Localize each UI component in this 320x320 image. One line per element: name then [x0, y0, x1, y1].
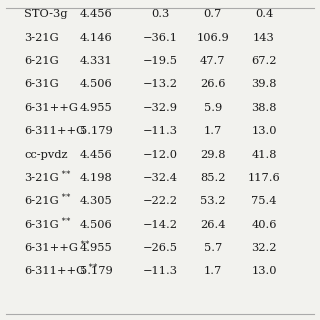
Text: 32.2: 32.2	[251, 243, 277, 253]
Text: 4.506: 4.506	[80, 220, 112, 230]
Text: −13.2: −13.2	[142, 79, 178, 90]
Text: 26.4: 26.4	[200, 220, 226, 230]
Text: 6-31++G: 6-31++G	[24, 103, 78, 113]
Text: 6-311++G: 6-311++G	[24, 266, 85, 276]
Text: −12.0: −12.0	[142, 149, 178, 160]
Text: 29.8: 29.8	[200, 149, 226, 160]
Text: 47.7: 47.7	[200, 56, 226, 66]
Text: 0.7: 0.7	[204, 9, 222, 20]
Text: 4.198: 4.198	[80, 173, 112, 183]
Text: 13.0: 13.0	[251, 266, 277, 276]
Text: −32.4: −32.4	[142, 173, 178, 183]
Text: 13.0: 13.0	[251, 126, 277, 136]
Text: 0.4: 0.4	[255, 9, 273, 20]
Text: 41.8: 41.8	[251, 149, 277, 160]
Text: 85.2: 85.2	[200, 173, 226, 183]
Text: 5.7: 5.7	[204, 243, 222, 253]
Text: 4.456: 4.456	[80, 149, 112, 160]
Text: 3-21G: 3-21G	[24, 33, 59, 43]
Text: 4.331: 4.331	[80, 56, 112, 66]
Text: −11.3: −11.3	[142, 126, 178, 136]
Text: 4.305: 4.305	[80, 196, 112, 206]
Text: −22.2: −22.2	[142, 196, 178, 206]
Text: STO-3g: STO-3g	[24, 9, 68, 20]
Text: 53.2: 53.2	[200, 196, 226, 206]
Text: −26.5: −26.5	[142, 243, 178, 253]
Text: 1.7: 1.7	[204, 126, 222, 136]
Text: ∗∗: ∗∗	[87, 262, 98, 270]
Text: ∗∗: ∗∗	[60, 169, 71, 177]
Text: ∗∗: ∗∗	[60, 215, 71, 223]
Text: 39.8: 39.8	[251, 79, 277, 90]
Text: cc-pvdz: cc-pvdz	[24, 149, 68, 160]
Text: 117.6: 117.6	[248, 173, 280, 183]
Text: −14.2: −14.2	[142, 220, 178, 230]
Text: 4.955: 4.955	[80, 103, 112, 113]
Text: 26.6: 26.6	[200, 79, 226, 90]
Text: 4.955: 4.955	[80, 243, 112, 253]
Text: 6-311++G: 6-311++G	[24, 126, 85, 136]
Text: 5.179: 5.179	[80, 126, 112, 136]
Text: −32.9: −32.9	[142, 103, 178, 113]
Text: 106.9: 106.9	[196, 33, 229, 43]
Text: −19.5: −19.5	[142, 56, 178, 66]
Text: −11.3: −11.3	[142, 266, 178, 276]
Text: 75.4: 75.4	[251, 196, 277, 206]
Text: 5.179: 5.179	[80, 266, 112, 276]
Text: 6-21G: 6-21G	[24, 56, 59, 66]
Text: 38.8: 38.8	[251, 103, 277, 113]
Text: ∗∗: ∗∗	[80, 239, 91, 247]
Text: 0.3: 0.3	[151, 9, 169, 20]
Text: 143: 143	[253, 33, 275, 43]
Text: 6-21G: 6-21G	[24, 196, 59, 206]
Text: 4.506: 4.506	[80, 79, 112, 90]
Text: 40.6: 40.6	[251, 220, 277, 230]
Text: 1.7: 1.7	[204, 266, 222, 276]
Text: 5.9: 5.9	[204, 103, 222, 113]
Text: ∗∗: ∗∗	[60, 192, 71, 200]
Text: 6-31G: 6-31G	[24, 220, 59, 230]
Text: 6-31++G: 6-31++G	[24, 243, 78, 253]
Text: 4.146: 4.146	[80, 33, 112, 43]
Text: 3-21G: 3-21G	[24, 173, 59, 183]
Text: 6-31G: 6-31G	[24, 79, 59, 90]
Text: −36.1: −36.1	[142, 33, 178, 43]
Text: 67.2: 67.2	[251, 56, 277, 66]
Text: 4.456: 4.456	[80, 9, 112, 20]
